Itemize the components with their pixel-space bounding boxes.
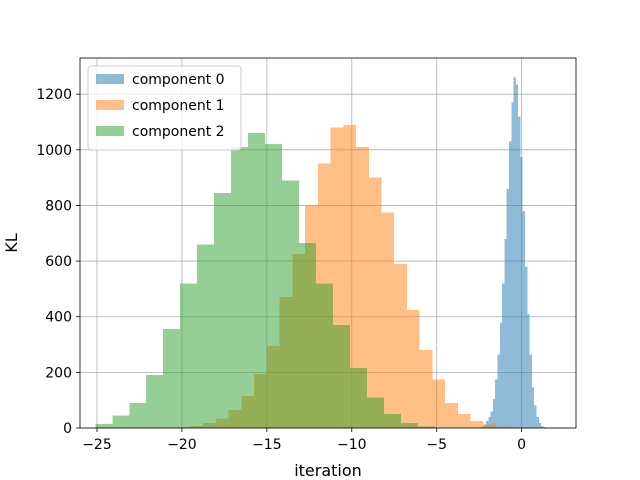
histogram-bar	[495, 379, 497, 428]
histogram-bar	[483, 425, 496, 428]
y-tick-label: 400	[45, 310, 72, 326]
histogram-bar	[509, 141, 511, 428]
legend: component 0 component 1 component 2	[88, 66, 241, 150]
histogram-bar	[316, 283, 333, 428]
histogram-bar	[367, 397, 384, 428]
histogram-bar	[214, 193, 231, 428]
histogram-bar	[382, 212, 395, 428]
histogram-bar	[282, 180, 299, 428]
histogram-bar	[516, 84, 518, 428]
legend-label: component 2	[132, 124, 225, 140]
x-tick-label: −25	[82, 437, 112, 453]
histogram-bar	[197, 244, 214, 428]
y-tick-label: 1200	[36, 87, 72, 103]
histogram-bar	[369, 178, 382, 428]
histogram-bar	[420, 350, 433, 428]
y-tick-label: 200	[45, 365, 72, 381]
histogram-bar	[112, 415, 129, 428]
histogram-bar	[504, 239, 506, 428]
histogram-bar	[530, 354, 532, 428]
histogram-bar	[163, 329, 180, 428]
histogram-bar	[525, 267, 527, 428]
legend-swatch	[96, 100, 124, 110]
histogram-bar	[458, 414, 471, 428]
histogram-bar	[514, 77, 516, 428]
legend-label: component 0	[132, 72, 225, 88]
legend-label: component 1	[132, 98, 225, 114]
x-tick-label: −5	[426, 437, 447, 453]
histogram-bar	[432, 379, 445, 428]
y-tick-label: 1000	[36, 143, 72, 159]
x-axis-label: iteration	[294, 461, 362, 480]
histogram-bar	[493, 399, 495, 428]
histogram-bar	[129, 403, 146, 428]
histogram-bar	[498, 354, 500, 428]
histogram-bar	[532, 388, 534, 428]
histogram-bar	[445, 403, 458, 428]
histogram-bar	[299, 243, 316, 428]
legend-swatch	[96, 74, 124, 84]
histogram-bar	[471, 421, 484, 428]
histogram-bar	[95, 424, 112, 428]
histogram-bar	[394, 264, 407, 428]
histogram-bar	[527, 314, 529, 428]
histogram-bar	[333, 325, 350, 428]
y-axis-label: KL	[2, 233, 21, 252]
histogram-bar	[350, 368, 367, 428]
x-tick-label: 0	[517, 437, 526, 453]
y-tick-label: 0	[63, 421, 72, 437]
y-tick-label: 600	[45, 254, 72, 270]
histogram-bar	[180, 283, 197, 428]
legend-swatch	[96, 126, 124, 136]
histogram-bar	[146, 375, 163, 428]
histogram-bar	[384, 414, 401, 428]
y-tick-label: 800	[45, 198, 72, 214]
histogram-bar	[539, 423, 541, 428]
histogram-bar	[401, 423, 418, 428]
x-tick-label: −20	[167, 437, 197, 453]
histogram-bar	[231, 147, 248, 428]
histogram-bar	[511, 103, 513, 428]
histogram-bar	[537, 417, 539, 428]
histogram-bar	[502, 283, 504, 428]
histogram-bar	[248, 133, 265, 428]
x-tick-label: −15	[252, 437, 282, 453]
histogram-bar	[523, 211, 525, 428]
histogram-bar	[507, 189, 509, 428]
histogram-bar	[534, 406, 536, 428]
histogram-bar	[265, 144, 282, 428]
histogram-bar	[407, 310, 420, 428]
histogram-bar	[518, 116, 520, 428]
x-tick-label: −10	[337, 437, 367, 453]
histogram-bar	[500, 322, 502, 428]
histogram-bar	[520, 157, 522, 428]
